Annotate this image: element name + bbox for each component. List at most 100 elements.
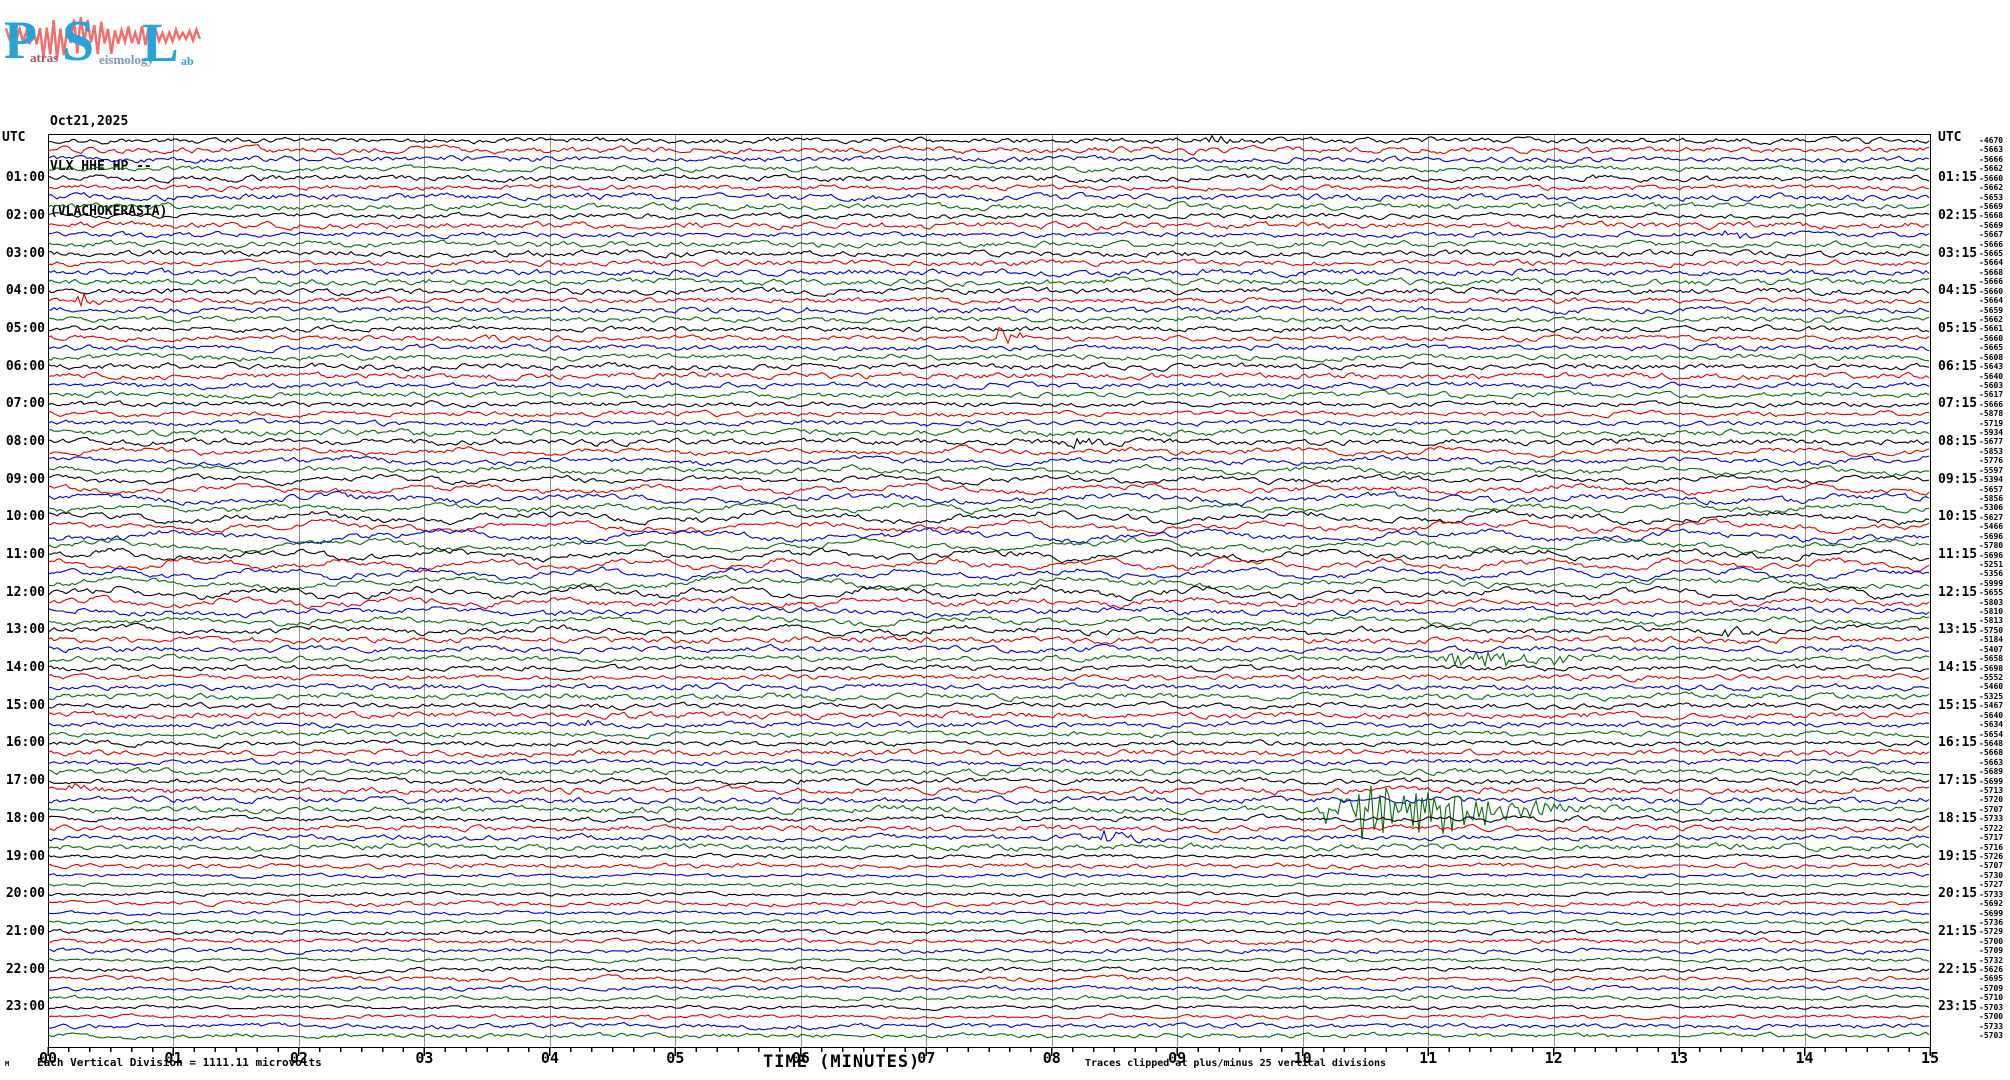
trace-offset-value: -5813 bbox=[1979, 616, 2004, 626]
logo-letter-l: L bbox=[142, 12, 179, 73]
trace-row bbox=[48, 1013, 1930, 1021]
trace-offset-value: -5689 bbox=[1979, 767, 2004, 777]
trace-offset-value: -5653 bbox=[1979, 192, 2004, 202]
trace-row bbox=[48, 371, 1930, 382]
trace-row bbox=[48, 757, 1930, 767]
trace-offset-value: -5466 bbox=[1979, 522, 2004, 532]
trace-offset-value: -5658 bbox=[1979, 654, 2004, 664]
trace-row bbox=[48, 135, 1930, 146]
hour-label-left: 08:00 bbox=[5, 433, 45, 449]
hour-label-left: 10:00 bbox=[5, 509, 45, 525]
trace-row bbox=[48, 795, 1930, 806]
trace-offset-value: -5666 bbox=[1979, 277, 2004, 287]
trace-row bbox=[48, 594, 1930, 610]
trace-offset-value: -5810 bbox=[1979, 607, 2004, 617]
trace-row bbox=[48, 183, 1930, 193]
trace-row bbox=[48, 1031, 1930, 1040]
trace-row bbox=[48, 785, 1930, 840]
trace-offset-value: -5460 bbox=[1979, 682, 2004, 692]
trace-offset-value: -5356 bbox=[1979, 569, 2004, 579]
trace-row bbox=[48, 444, 1930, 459]
trace-offset-value: -5306 bbox=[1979, 503, 2004, 513]
trace-row bbox=[48, 890, 1930, 898]
hour-label-left: 01:00 bbox=[5, 170, 45, 186]
trace-row bbox=[48, 502, 1930, 515]
trace-offset-value: -5467 bbox=[1979, 701, 2004, 711]
hour-label-left: 19:00 bbox=[5, 848, 45, 864]
trace-row bbox=[48, 409, 1930, 419]
seismogram-traces bbox=[48, 135, 1930, 1040]
hour-label-left: 17:00 bbox=[5, 773, 45, 789]
x-tick-label: 02 bbox=[289, 1049, 308, 1067]
x-axis-ticks bbox=[47, 1047, 1931, 1056]
station-label: VLX HHE HP -- bbox=[50, 159, 152, 174]
hour-label-left: 13:00 bbox=[5, 622, 45, 638]
trace-offset-value: -5662 bbox=[1979, 315, 2004, 324]
hour-label-left: 06:00 bbox=[5, 358, 45, 374]
trace-row bbox=[48, 211, 1930, 221]
trace-row bbox=[48, 710, 1930, 721]
trace-offset-value: -5666 bbox=[1979, 239, 2004, 249]
hour-label-left: 09:00 bbox=[5, 471, 45, 487]
trace-offset-value: -5733 bbox=[1979, 1021, 2004, 1031]
trace-row bbox=[48, 229, 1930, 240]
trace-offset-value: -5707 bbox=[1979, 804, 2004, 814]
hour-label-left: 18:00 bbox=[5, 810, 45, 826]
trace-row bbox=[48, 747, 1930, 758]
trace-offset-value: -5667 bbox=[1979, 230, 2004, 240]
trace-offset-value: -5700 bbox=[1979, 936, 2004, 946]
trace-row bbox=[48, 276, 1930, 288]
trace-row bbox=[48, 605, 1930, 619]
trace-offset-value: -5663 bbox=[1979, 757, 2004, 767]
hour-label-right: 17:15 bbox=[1938, 773, 1978, 789]
trace-row bbox=[48, 518, 1930, 535]
trace-offset-value: -5666 bbox=[1979, 399, 2004, 409]
trace-row bbox=[48, 984, 1930, 992]
trace-offset-value: -5668 bbox=[1979, 211, 2004, 221]
logo-letter-p: P bbox=[4, 10, 37, 70]
trace-offset-value: -5776 bbox=[1979, 456, 2004, 466]
trace-row bbox=[48, 436, 1930, 450]
trace-row bbox=[48, 994, 1930, 1002]
trace-row bbox=[48, 239, 1930, 249]
division-note: Each Vertical Division = 1111.11 microvo… bbox=[37, 1056, 322, 1069]
x-tick-label: 12 bbox=[1544, 1049, 1563, 1067]
trace-row bbox=[48, 782, 1930, 796]
trace-offset-value: -5597 bbox=[1979, 465, 2004, 475]
trace-offset-value: -5552 bbox=[1979, 673, 2004, 682]
corner-mark: M bbox=[5, 1060, 10, 1068]
trace-row bbox=[48, 164, 1930, 174]
trace-offset-value: -5750 bbox=[1979, 625, 2004, 635]
trace-row bbox=[48, 974, 1930, 984]
trace-offset-value: -5695 bbox=[1979, 974, 2004, 984]
trace-row bbox=[48, 828, 1930, 844]
trace-offset-value: -5325 bbox=[1979, 691, 2004, 701]
trace-row bbox=[48, 418, 1930, 428]
hour-label-left: 07:00 bbox=[5, 396, 45, 412]
trace-offset-value: -5999 bbox=[1979, 578, 2004, 588]
trace-offset-value: -5856 bbox=[1979, 494, 2004, 503]
hour-label-right: 15:15 bbox=[1938, 697, 1978, 713]
trace-row bbox=[48, 739, 1930, 749]
trace-offset-value: -5666 bbox=[1979, 154, 2004, 164]
trace-offset-value: -5657 bbox=[1979, 484, 2004, 494]
trace-offset-value: -5617 bbox=[1979, 390, 2004, 400]
trace-row bbox=[48, 946, 1930, 955]
trace-offset-value: -5713 bbox=[1979, 786, 2004, 796]
trace-offset-value: -5668 bbox=[1979, 748, 2004, 758]
trace-offset-value: -5703 bbox=[1979, 1002, 2004, 1012]
trace-row bbox=[48, 201, 1930, 212]
x-tick-label: 00 bbox=[38, 1049, 58, 1067]
utc-label-left: UTC bbox=[2, 130, 26, 145]
trace-offset-value: -5665 bbox=[1979, 249, 2004, 259]
trace-offset-value: -5707 bbox=[1979, 861, 2004, 871]
trace-offset-value: -5640 bbox=[1979, 710, 2004, 720]
trace-offset-value: -5733 bbox=[1979, 814, 2004, 824]
trace-row bbox=[48, 490, 1930, 507]
trace-offset-value: -5407 bbox=[1979, 644, 2004, 654]
trace-offset-value: -5719 bbox=[1979, 418, 2004, 428]
trace-offset-value: -5603 bbox=[1979, 380, 2004, 390]
hour-label-right: 03:15 bbox=[1938, 245, 1978, 261]
trace-row bbox=[48, 899, 1929, 908]
trace-offset-value: -5660 bbox=[1979, 333, 2004, 343]
